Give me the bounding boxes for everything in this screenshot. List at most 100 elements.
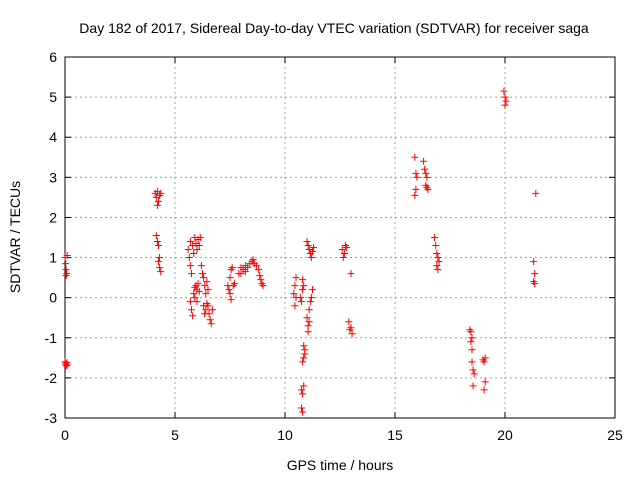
x-tick-label: 25 [607, 427, 623, 443]
data-point [307, 294, 315, 302]
data-point [431, 234, 439, 241]
tick-labels: 0 5 10 15 20 25 -3 -2 -1 0 1 2 3 4 5 6 [45, 49, 623, 443]
data-point [241, 268, 249, 276]
data-point [299, 408, 307, 416]
x-tick-label: 20 [497, 427, 513, 443]
data-point [226, 274, 234, 282]
data-point [208, 306, 216, 314]
data-point [190, 250, 198, 258]
data-point [340, 250, 348, 258]
data-point [310, 244, 318, 252]
data-point [203, 278, 211, 286]
data-point [420, 157, 428, 165]
data-point [305, 318, 313, 326]
data-point [309, 248, 316, 256]
data-point [249, 256, 257, 264]
data-point [299, 286, 307, 294]
data-point [201, 282, 209, 290]
data-point [434, 254, 442, 262]
data-point [435, 258, 443, 266]
data-point [303, 238, 311, 246]
data-point [62, 266, 70, 274]
y-tick-label: 5 [49, 89, 57, 105]
data-point [500, 87, 508, 95]
data-point [188, 306, 195, 314]
data-point [347, 324, 355, 332]
data-point [252, 262, 260, 270]
data-point [348, 330, 356, 338]
y-tick-label: 6 [49, 49, 57, 65]
data-point [469, 382, 477, 390]
data-point [480, 358, 488, 366]
data-point [155, 242, 162, 250]
data-point [186, 238, 194, 246]
data-point [63, 361, 71, 369]
data-point [188, 270, 195, 278]
data-point [301, 350, 309, 358]
data-point [157, 268, 165, 276]
grid-lines [65, 57, 615, 418]
data-point [290, 290, 298, 298]
data-point [257, 276, 265, 284]
data-point [502, 97, 510, 105]
data-point [480, 386, 488, 394]
data-point [300, 382, 308, 390]
data-point [307, 254, 315, 262]
data-point [298, 404, 305, 412]
data-point [62, 362, 70, 370]
data-point [411, 153, 419, 161]
data-point [300, 354, 308, 362]
data-point [298, 298, 305, 306]
data-point [469, 366, 477, 374]
data-point [195, 242, 203, 250]
data-point [291, 282, 299, 290]
data-point [190, 290, 198, 298]
data-point [299, 276, 307, 284]
x-tick-label: 10 [277, 427, 293, 443]
data-point [204, 286, 212, 294]
data-point [230, 280, 238, 288]
data-point [299, 358, 307, 366]
data-point [424, 185, 432, 193]
data-point [432, 242, 440, 250]
y-tick-label: 0 [49, 290, 57, 306]
data-point [225, 286, 233, 294]
data-point [194, 280, 202, 288]
data-point [197, 262, 205, 270]
data-point [200, 274, 208, 282]
data-points [61, 87, 540, 416]
data-point [227, 296, 235, 304]
x-tick-label: 0 [61, 427, 69, 443]
data-point [199, 270, 206, 278]
data-point [189, 312, 197, 320]
data-point [343, 244, 351, 252]
data-point [300, 282, 308, 290]
data-point [338, 246, 346, 254]
data-point [193, 298, 201, 306]
data-point [193, 246, 201, 254]
data-point [207, 320, 215, 328]
plot-frame [64, 56, 616, 419]
data-point [412, 185, 420, 193]
data-point [433, 262, 441, 270]
data-point [226, 290, 234, 298]
data-point [202, 290, 210, 298]
data-point [304, 322, 312, 330]
data-point [186, 262, 194, 270]
x-tick-label: 5 [171, 427, 179, 443]
data-point [412, 169, 420, 177]
data-point [153, 238, 161, 246]
data-point [468, 346, 476, 354]
data-point [347, 270, 355, 278]
data-point [292, 274, 300, 282]
data-point [62, 272, 70, 280]
data-point [155, 197, 162, 205]
data-point [228, 264, 236, 272]
data-point [304, 328, 312, 336]
data-point [244, 264, 252, 272]
data-point [156, 264, 164, 272]
y-tick-label: 4 [49, 129, 57, 145]
data-point [532, 189, 540, 197]
data-point [531, 270, 539, 278]
